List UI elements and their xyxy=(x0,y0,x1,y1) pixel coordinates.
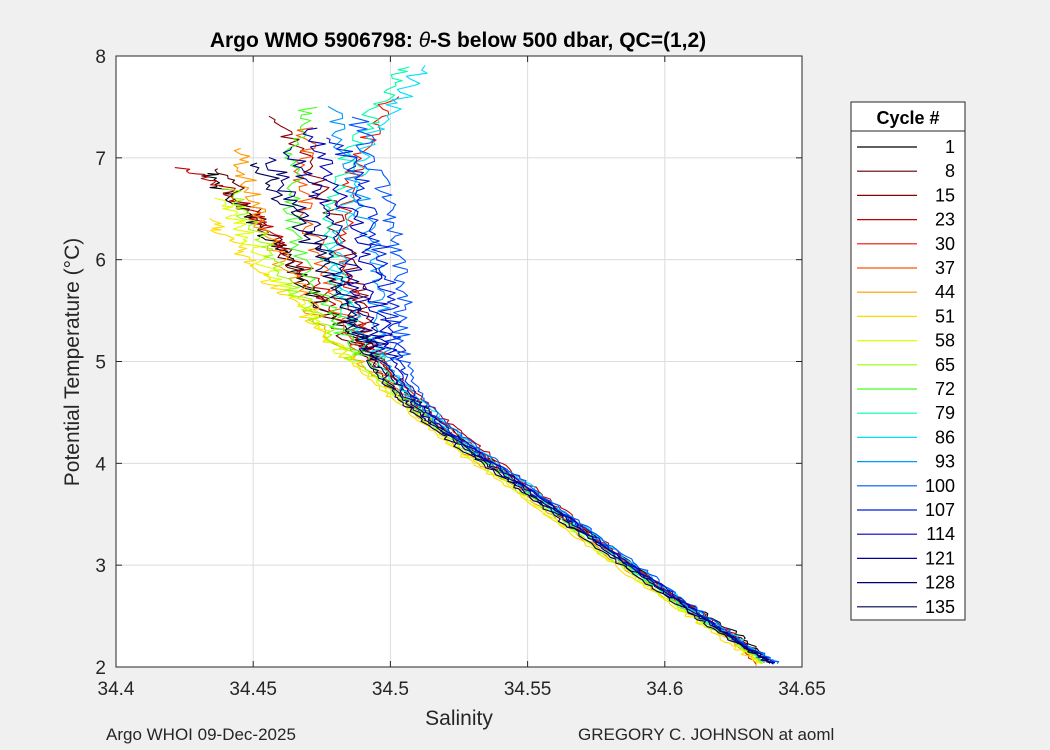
legend-label-100: 100 xyxy=(925,476,955,496)
y-tick-label: 2 xyxy=(95,658,106,679)
x-axis-label: Salinity xyxy=(425,707,493,730)
series-line-107 xyxy=(326,137,775,664)
series-line-128 xyxy=(265,156,776,664)
series-lines xyxy=(174,65,780,666)
legend-label-72: 72 xyxy=(935,379,955,399)
legend-label-37: 37 xyxy=(935,258,955,278)
x-tick-label: 34.4 xyxy=(98,679,135,700)
y-tick-label: 6 xyxy=(95,251,106,272)
legend-label-58: 58 xyxy=(935,331,955,351)
legend-label-15: 15 xyxy=(935,185,955,205)
footer-left: Argo WHOI 09-Dec-2025 xyxy=(106,725,296,744)
legend-label-135: 135 xyxy=(925,597,955,617)
chart-title: Argo WMO 5906798: θ-S below 500 dbar, QC… xyxy=(210,29,706,52)
legend-label-44: 44 xyxy=(935,282,955,302)
legend-label-121: 121 xyxy=(925,548,955,568)
legend-label-86: 86 xyxy=(935,427,955,447)
x-tick-label: 34.55 xyxy=(504,679,552,700)
legend: Cycle # 1 8 15 23 30 37 44 51 58 65 72 79 86 93 100 107 1… xyxy=(850,101,966,621)
legend-label-8: 8 xyxy=(945,161,955,181)
series-line-121 xyxy=(282,146,772,664)
series-line-135 xyxy=(249,162,771,664)
series-line-79 xyxy=(319,66,765,663)
y-tick-label: 3 xyxy=(95,556,106,577)
legend-label-1: 1 xyxy=(945,137,955,157)
x-tick-label: 34.5 xyxy=(372,679,409,700)
legend-label-79: 79 xyxy=(935,403,955,423)
legend-title: Cycle # xyxy=(876,108,939,128)
legend-label-107: 107 xyxy=(925,500,955,520)
y-tick-label: 5 xyxy=(95,353,106,374)
x-tick-label: 34.6 xyxy=(646,679,683,700)
series-line-114 xyxy=(302,127,774,665)
y-axis-label: Potential Temperature (°C) xyxy=(61,238,84,486)
legend-label-128: 128 xyxy=(925,573,955,593)
x-tick-label: 34.65 xyxy=(778,679,826,700)
series-line-51 xyxy=(209,217,758,666)
x-tick-label: 34.45 xyxy=(229,679,277,700)
legend-label-51: 51 xyxy=(935,306,955,326)
footer-right: GREGORY C. JOHNSON at aoml xyxy=(578,725,835,744)
legend-label-65: 65 xyxy=(935,355,955,375)
legend-label-23: 23 xyxy=(935,210,955,230)
grid-lines xyxy=(115,55,803,668)
y-tick-label: 8 xyxy=(95,47,106,68)
legend-label-30: 30 xyxy=(935,234,955,254)
y-tick-label: 4 xyxy=(95,454,106,475)
y-tick-label: 7 xyxy=(95,149,106,170)
legend-label-114: 114 xyxy=(926,524,955,544)
legend-label-93: 93 xyxy=(935,452,955,472)
